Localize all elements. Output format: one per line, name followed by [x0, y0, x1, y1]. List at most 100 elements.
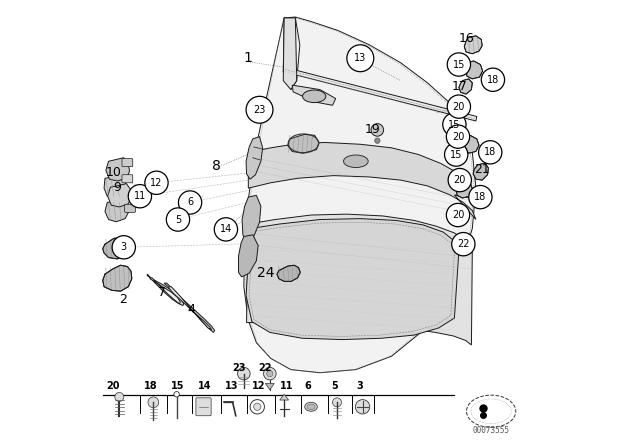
Text: 18: 18 — [145, 381, 158, 391]
Circle shape — [445, 143, 468, 166]
Text: 5: 5 — [332, 381, 339, 391]
Polygon shape — [284, 18, 297, 90]
Text: 4: 4 — [187, 302, 195, 316]
FancyBboxPatch shape — [125, 204, 136, 212]
Text: 14: 14 — [220, 224, 232, 234]
Text: 12: 12 — [252, 381, 266, 391]
Circle shape — [264, 367, 276, 380]
Text: 14: 14 — [198, 381, 212, 391]
Circle shape — [452, 233, 475, 256]
Text: 13: 13 — [225, 381, 239, 391]
Text: 1: 1 — [244, 51, 253, 65]
Circle shape — [166, 208, 189, 231]
Circle shape — [347, 45, 374, 72]
Circle shape — [448, 168, 472, 192]
Text: 20: 20 — [452, 210, 464, 220]
Text: 16: 16 — [458, 32, 474, 46]
Text: 15: 15 — [450, 150, 462, 159]
Polygon shape — [102, 237, 128, 259]
Circle shape — [112, 236, 136, 259]
Circle shape — [128, 185, 152, 208]
Polygon shape — [456, 180, 473, 198]
Circle shape — [447, 95, 470, 118]
Circle shape — [333, 398, 342, 407]
Polygon shape — [284, 18, 300, 90]
Text: 10: 10 — [106, 165, 122, 179]
FancyBboxPatch shape — [196, 398, 211, 416]
Polygon shape — [147, 274, 184, 306]
Circle shape — [481, 68, 504, 91]
Polygon shape — [108, 184, 132, 207]
Ellipse shape — [344, 155, 368, 168]
Text: 11: 11 — [280, 381, 293, 391]
Polygon shape — [280, 394, 289, 400]
Circle shape — [253, 403, 261, 410]
Polygon shape — [288, 134, 319, 153]
Ellipse shape — [305, 402, 317, 411]
Text: 15: 15 — [171, 381, 184, 391]
Circle shape — [148, 397, 159, 408]
Text: 11: 11 — [134, 191, 146, 201]
Circle shape — [446, 125, 470, 148]
Circle shape — [174, 392, 179, 397]
Text: 20: 20 — [454, 175, 466, 185]
Text: 20: 20 — [106, 381, 119, 391]
Text: 21: 21 — [474, 163, 490, 176]
Polygon shape — [102, 265, 132, 291]
Text: 2: 2 — [119, 293, 127, 306]
Polygon shape — [463, 135, 479, 153]
Circle shape — [446, 203, 470, 227]
Text: 12: 12 — [150, 178, 163, 188]
Text: 19: 19 — [365, 123, 381, 137]
Text: 6: 6 — [305, 381, 312, 391]
Ellipse shape — [467, 395, 516, 427]
Ellipse shape — [303, 90, 326, 103]
Polygon shape — [239, 235, 258, 277]
FancyBboxPatch shape — [122, 175, 132, 183]
Polygon shape — [246, 137, 262, 179]
Circle shape — [267, 370, 273, 377]
Text: 00073555: 00073555 — [472, 426, 509, 435]
Text: 17: 17 — [452, 79, 468, 93]
Circle shape — [479, 141, 502, 164]
Polygon shape — [242, 195, 261, 241]
Text: 22: 22 — [457, 239, 470, 249]
Polygon shape — [105, 199, 129, 222]
Polygon shape — [277, 265, 300, 281]
Circle shape — [214, 218, 237, 241]
Polygon shape — [473, 163, 488, 180]
Polygon shape — [106, 158, 129, 181]
Text: 24: 24 — [257, 266, 274, 280]
Circle shape — [145, 171, 168, 194]
Text: 5: 5 — [175, 215, 181, 224]
Text: 18: 18 — [487, 75, 499, 85]
Text: 3: 3 — [356, 381, 364, 391]
Polygon shape — [164, 283, 214, 332]
Text: 20: 20 — [452, 102, 465, 112]
Circle shape — [468, 185, 492, 209]
Circle shape — [246, 96, 273, 123]
Text: 18: 18 — [474, 192, 486, 202]
FancyBboxPatch shape — [122, 159, 132, 167]
Polygon shape — [266, 383, 275, 390]
Text: 20: 20 — [452, 132, 464, 142]
Text: 8: 8 — [212, 159, 221, 173]
Circle shape — [237, 367, 250, 380]
Polygon shape — [104, 176, 127, 198]
Polygon shape — [150, 278, 180, 304]
Polygon shape — [459, 79, 472, 94]
Circle shape — [447, 53, 470, 76]
Text: 3: 3 — [121, 242, 127, 252]
Polygon shape — [464, 36, 482, 54]
Polygon shape — [246, 214, 472, 345]
Text: 15: 15 — [448, 120, 461, 129]
Circle shape — [374, 138, 380, 143]
Polygon shape — [168, 287, 212, 330]
Polygon shape — [292, 85, 335, 105]
Polygon shape — [244, 17, 476, 373]
Text: 6: 6 — [187, 198, 193, 207]
Polygon shape — [284, 67, 477, 121]
Circle shape — [179, 191, 202, 214]
Text: 9: 9 — [113, 181, 122, 194]
Text: 18: 18 — [484, 147, 497, 157]
